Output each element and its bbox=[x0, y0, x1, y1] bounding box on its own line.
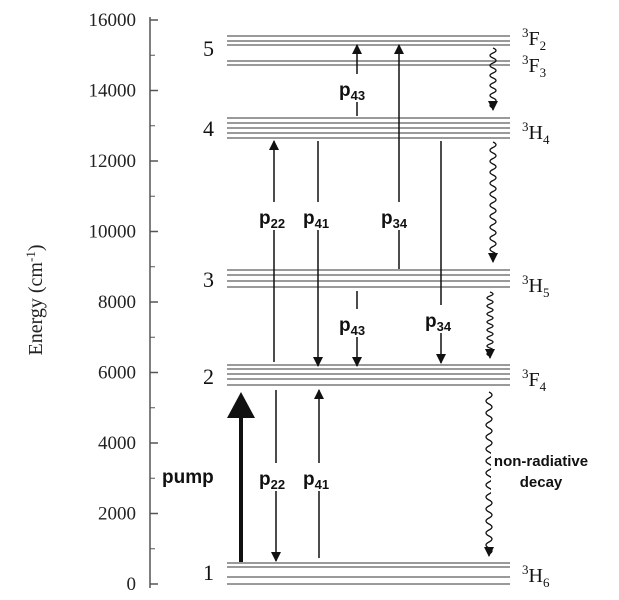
y-tick-label: 16000 bbox=[89, 10, 137, 31]
y-tick-label: 12000 bbox=[89, 151, 137, 172]
level-number-4: 4 bbox=[203, 116, 214, 141]
p41-upper-label: p41 bbox=[303, 208, 329, 231]
level-number-5: 5 bbox=[203, 36, 214, 61]
y-tick-label: 0 bbox=[127, 574, 137, 595]
y-tick-label: 8000 bbox=[98, 292, 136, 313]
level-1-manifold bbox=[227, 562, 510, 585]
y-axis: 0 2000 4000 6000 8000 10000 12000 14000 16000 En… bbox=[23, 10, 158, 595]
y-tick-label: 4000 bbox=[98, 433, 136, 454]
y-tick-label: 6000 bbox=[98, 363, 136, 384]
pump-label: pump bbox=[162, 467, 214, 488]
y-axis-ticks: 0 2000 4000 6000 8000 10000 12000 14000 16000 bbox=[89, 10, 158, 595]
transition-arrows bbox=[227, 44, 446, 562]
wavy-arrow-4-to-3 bbox=[488, 141, 498, 263]
level-number-2: 2 bbox=[203, 364, 214, 389]
y-axis-title: Energy (cm-1) bbox=[23, 244, 48, 355]
pump-arrow-head bbox=[227, 392, 255, 418]
level-number-1: 1 bbox=[203, 560, 214, 585]
level-numbers: 1 2 3 4 5 bbox=[203, 36, 214, 585]
process-labels: pump p22 p41 p34 p43 p43 p34 p22 p41 non… bbox=[162, 80, 588, 492]
term-level-4: 3H4 bbox=[522, 119, 550, 147]
level-4-manifold bbox=[227, 117, 510, 139]
term-symbols: 3H6 3F4 3H5 3H4 3F2 3F3 bbox=[522, 25, 550, 590]
p43-upper-label: p43 bbox=[339, 80, 365, 103]
p41-lower-label: p41 bbox=[303, 469, 329, 492]
level-5-manifold bbox=[227, 35, 510, 66]
non-radiative-label-line2: decay bbox=[520, 474, 563, 491]
wavy-arrow-2-to-1 bbox=[484, 391, 494, 557]
level-number-3: 3 bbox=[203, 267, 214, 292]
non-radiative-label-line1: non-radiative bbox=[494, 453, 588, 470]
p34-upper-label: p34 bbox=[381, 208, 408, 231]
p22-lower-label: p22 bbox=[259, 469, 285, 492]
y-tick-label: 14000 bbox=[89, 81, 137, 102]
term-level-2: 3F4 bbox=[522, 366, 547, 394]
level-2-manifold bbox=[227, 364, 510, 386]
wavy-arrow-3-to-2 bbox=[485, 291, 495, 359]
y-tick-label: 10000 bbox=[89, 222, 137, 243]
wavy-arrow-5-to-4 bbox=[488, 47, 498, 111]
level-3-manifold bbox=[227, 269, 510, 288]
p34-lower-label: p34 bbox=[425, 311, 452, 334]
p43-lower-label: p43 bbox=[339, 315, 365, 338]
term-level-5: 3F2 bbox=[522, 25, 546, 53]
term-level-3: 3H5 bbox=[522, 272, 549, 300]
p22-upper-label: p22 bbox=[259, 208, 285, 231]
y-tick-label: 2000 bbox=[98, 504, 136, 525]
term-3f3: 3F3 bbox=[522, 52, 546, 80]
non-radiative-arrows bbox=[484, 47, 498, 557]
term-level-1: 3H6 bbox=[522, 562, 550, 590]
